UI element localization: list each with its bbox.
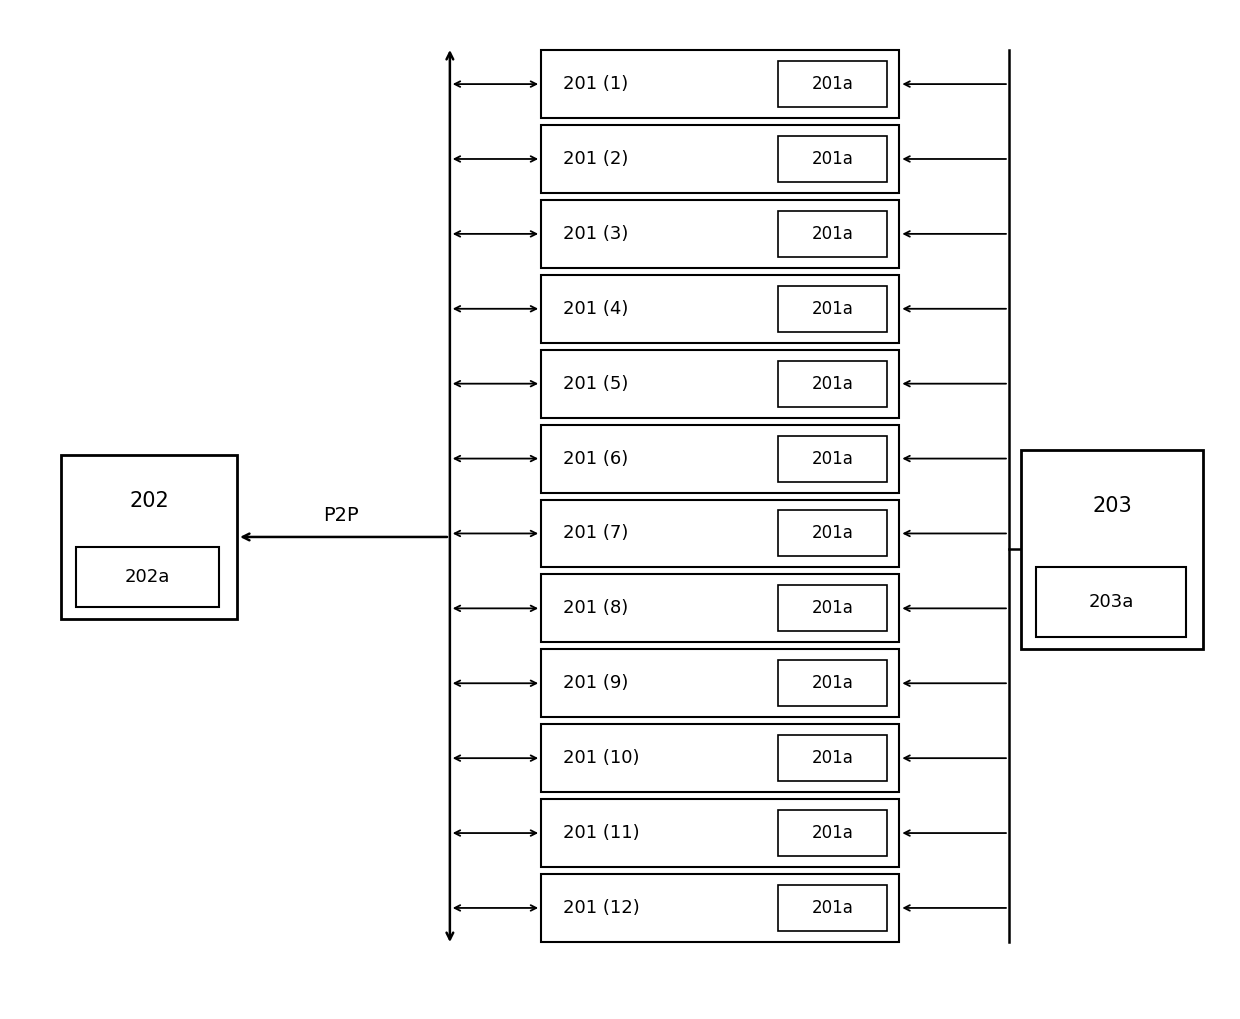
Text: 201a: 201a	[812, 375, 853, 392]
Text: 201a: 201a	[812, 150, 853, 168]
Text: 201a: 201a	[812, 300, 853, 318]
Text: 201a: 201a	[812, 225, 853, 243]
Bar	[777, 61, 888, 107]
Bar	[777, 136, 888, 182]
Bar	[541, 50, 899, 118]
Text: 201a: 201a	[812, 449, 853, 468]
Bar	[777, 511, 888, 556]
Bar	[777, 361, 888, 407]
Bar	[777, 285, 888, 332]
Text: 201a: 201a	[812, 824, 853, 842]
Text: 203: 203	[1092, 495, 1132, 516]
Bar	[777, 810, 888, 856]
Text: 202a: 202a	[124, 569, 170, 586]
Text: 202: 202	[129, 491, 169, 511]
Bar	[1035, 568, 1187, 637]
Bar	[541, 499, 899, 568]
Bar	[777, 211, 888, 257]
Bar	[777, 585, 888, 632]
Text: 201 (12): 201 (12)	[563, 899, 640, 917]
Text: 201 (6): 201 (6)	[563, 449, 629, 468]
Bar	[777, 884, 888, 931]
Bar	[777, 660, 888, 706]
Bar	[541, 575, 899, 642]
Text: P2P: P2P	[322, 506, 358, 525]
Bar	[541, 425, 899, 492]
Bar	[541, 649, 899, 717]
Bar	[777, 435, 888, 482]
Text: 201a: 201a	[812, 749, 853, 767]
Text: 201 (4): 201 (4)	[563, 300, 629, 318]
Text: 201 (11): 201 (11)	[563, 824, 640, 842]
Bar	[541, 874, 899, 942]
Text: 201a: 201a	[812, 675, 853, 692]
Text: 201a: 201a	[812, 899, 853, 917]
Text: 201 (7): 201 (7)	[563, 525, 629, 542]
Text: 201 (8): 201 (8)	[563, 599, 629, 618]
Text: 201 (1): 201 (1)	[563, 75, 629, 93]
Bar	[541, 725, 899, 792]
Bar	[541, 125, 899, 193]
Text: 201a: 201a	[812, 525, 853, 542]
Text: 201 (9): 201 (9)	[563, 675, 629, 692]
Bar	[541, 799, 899, 867]
Bar	[541, 275, 899, 342]
Bar	[777, 735, 888, 782]
Text: 201a: 201a	[812, 599, 853, 618]
Bar	[61, 454, 237, 620]
Bar	[541, 200, 899, 268]
Bar	[1021, 449, 1203, 649]
Text: 201 (2): 201 (2)	[563, 150, 629, 168]
Text: 201 (3): 201 (3)	[563, 225, 629, 243]
Text: 203a: 203a	[1089, 593, 1133, 611]
Text: 201 (10): 201 (10)	[563, 749, 640, 767]
Text: 201 (5): 201 (5)	[563, 375, 629, 392]
Text: 201a: 201a	[812, 75, 853, 93]
Bar	[76, 547, 219, 607]
Bar	[541, 350, 899, 418]
